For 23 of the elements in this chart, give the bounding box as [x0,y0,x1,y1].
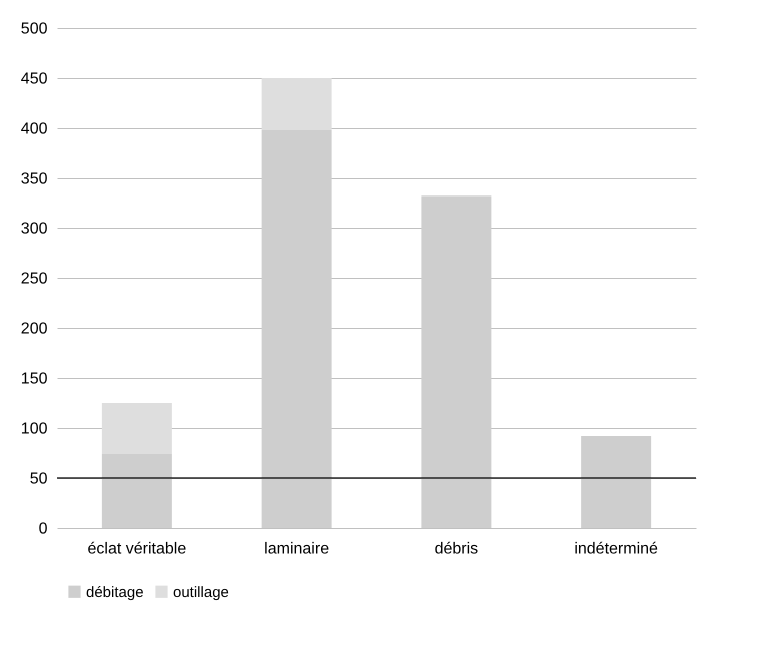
bar [102,454,172,528]
y-tick-label: 150 [20,370,48,388]
y-tick-label: 500 [20,20,48,38]
x-tick-label: laminaire [264,540,330,558]
y-tick-label: 350 [20,170,48,188]
y-tick-label: 50 [30,470,48,488]
y-tick-label: 450 [20,70,48,88]
x-tick-label: indéterminé [574,540,658,558]
x-tick-label: éclat véritable [88,540,186,558]
y-tick-label: 0 [38,520,48,538]
y-tick-label: 200 [20,320,48,338]
bar [102,403,172,454]
y-tick-label: 250 [20,270,48,288]
legend-label: débitage [86,584,144,601]
bar [421,197,492,528]
y-tick-label: 300 [20,220,48,238]
bar [262,130,332,528]
x-tick-label: débris [434,540,478,558]
bar [581,436,652,528]
y-tick-label: 400 [20,120,48,138]
bar [262,78,332,130]
legend-label: outillage [173,584,229,601]
y-tick-label: 100 [20,420,48,438]
